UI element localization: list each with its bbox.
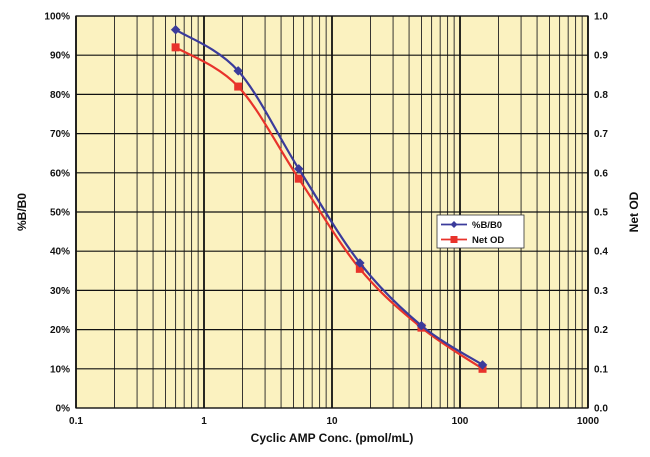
y2-tick-label: 0.4	[594, 247, 608, 258]
data-point-b-b0	[416, 320, 427, 331]
legend-marker-net-od	[450, 236, 458, 243]
y-axis-title: %B/B0	[15, 193, 29, 231]
y2-tick-label: 0.5	[594, 208, 608, 219]
data-point-b-b0	[170, 24, 181, 35]
legend-label-b-b0: %B/B0	[472, 220, 502, 231]
legend: %B/B0 Net OD	[436, 214, 525, 249]
y2-axis-title: Net OD	[627, 191, 641, 232]
x-tick-label: 100	[452, 416, 469, 427]
x-tick-label: 1000	[577, 416, 600, 427]
y2-tick-label: 0.8	[594, 90, 608, 101]
y-tick-label: 0%	[56, 404, 71, 415]
y-tick-label: 30%	[50, 286, 70, 297]
y2-axis-ticks: 0.0 0.1 0.2 0.3 0.4 0.5 0.6 0.7 0.8 0.9 1.0	[594, 12, 608, 415]
x-tick-label: 0.1	[69, 416, 83, 427]
y2-tick-label: 0.6	[594, 168, 608, 179]
y-tick-label: 40%	[50, 247, 70, 258]
y-tick-label: 80%	[50, 90, 70, 101]
data-point-net-od	[171, 43, 180, 52]
data-point-net-od	[234, 82, 243, 91]
y2-tick-label: 0.7	[594, 129, 608, 140]
legend-marker-b-b0	[450, 221, 458, 228]
legend-label-net-od: Net OD	[472, 235, 504, 246]
y2-tick-label: 0.9	[594, 51, 608, 62]
y-tick-label: 70%	[50, 129, 70, 140]
y2-tick-label: 0.2	[594, 325, 608, 336]
x-axis-title: Cyclic AMP Conc. (pmol/mL)	[251, 431, 414, 445]
y2-tick-label: 1.0	[594, 12, 608, 23]
data-point-b-b0	[233, 66, 244, 76]
data-point-b-b0	[354, 258, 365, 268]
x-tick-label: 1	[201, 416, 207, 427]
y-tick-label: 60%	[50, 168, 70, 179]
y2-tick-label: 0.3	[594, 286, 608, 297]
y-tick-label: 90%	[50, 51, 70, 62]
y-tick-label: 20%	[50, 325, 70, 336]
data-point-b-b0	[293, 164, 304, 174]
plot-frame	[75, 15, 589, 409]
data-point-b-b0	[477, 360, 488, 370]
y2-tick-label: 0.1	[594, 364, 608, 375]
y-tick-label: 10%	[50, 364, 70, 375]
series-layer	[170, 24, 488, 373]
y-axis-ticks: 0% 10% 20% 30% 40% 50% 60% 70% 80% 90% 100%	[44, 12, 70, 415]
y2-tick-label: 0.0	[594, 404, 608, 415]
x-axis-ticks: 0.1 1 10 100 1000	[69, 416, 600, 427]
y-tick-label: 100%	[44, 12, 70, 23]
data-point-net-od	[294, 174, 303, 183]
y-tick-label: 50%	[50, 208, 70, 219]
data-point-net-od	[355, 264, 364, 273]
x-tick-label: 10	[326, 416, 338, 427]
